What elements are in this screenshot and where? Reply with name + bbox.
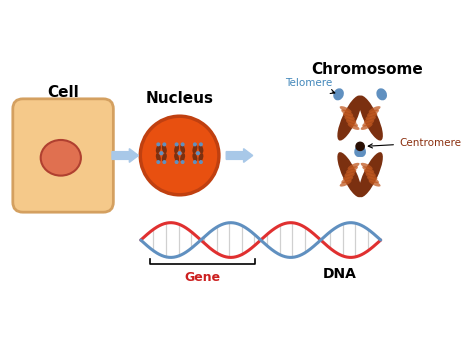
- Text: Chromosome: Chromosome: [311, 62, 423, 77]
- Ellipse shape: [367, 176, 379, 183]
- Text: Nucleus: Nucleus: [146, 91, 214, 106]
- Ellipse shape: [346, 120, 358, 127]
- FancyArrow shape: [226, 149, 253, 162]
- Ellipse shape: [346, 166, 358, 173]
- Text: Cell: Cell: [47, 85, 79, 100]
- Ellipse shape: [347, 163, 360, 169]
- Ellipse shape: [361, 163, 373, 169]
- Ellipse shape: [362, 166, 374, 173]
- Ellipse shape: [341, 176, 353, 183]
- Ellipse shape: [369, 180, 381, 187]
- Ellipse shape: [365, 113, 377, 120]
- Circle shape: [200, 143, 202, 146]
- Ellipse shape: [347, 123, 360, 130]
- Circle shape: [163, 161, 165, 163]
- Ellipse shape: [358, 152, 383, 197]
- Circle shape: [193, 143, 196, 146]
- Ellipse shape: [361, 123, 373, 130]
- Ellipse shape: [174, 153, 179, 162]
- Ellipse shape: [356, 145, 366, 157]
- Ellipse shape: [199, 153, 203, 162]
- Ellipse shape: [365, 173, 377, 180]
- Ellipse shape: [174, 145, 179, 153]
- Ellipse shape: [354, 145, 365, 157]
- Ellipse shape: [340, 106, 352, 113]
- Ellipse shape: [364, 116, 376, 123]
- Circle shape: [178, 152, 181, 155]
- Ellipse shape: [162, 145, 167, 153]
- Ellipse shape: [369, 106, 381, 113]
- Ellipse shape: [192, 145, 197, 153]
- Ellipse shape: [376, 88, 387, 100]
- Ellipse shape: [180, 145, 185, 153]
- Ellipse shape: [343, 173, 355, 180]
- Ellipse shape: [340, 180, 352, 187]
- Ellipse shape: [337, 152, 362, 197]
- FancyBboxPatch shape: [13, 99, 113, 212]
- Circle shape: [193, 161, 196, 163]
- Ellipse shape: [364, 169, 376, 176]
- Ellipse shape: [345, 169, 356, 176]
- Ellipse shape: [358, 95, 383, 141]
- Text: Telomere: Telomere: [285, 78, 335, 94]
- Ellipse shape: [341, 109, 353, 116]
- Ellipse shape: [367, 109, 379, 116]
- Circle shape: [356, 142, 364, 151]
- Text: Gene: Gene: [184, 271, 220, 284]
- Ellipse shape: [337, 95, 362, 141]
- Ellipse shape: [156, 153, 161, 162]
- Circle shape: [163, 143, 165, 146]
- Ellipse shape: [362, 120, 374, 127]
- Ellipse shape: [156, 145, 161, 153]
- Circle shape: [182, 161, 184, 163]
- Ellipse shape: [180, 153, 185, 162]
- Text: Centromere: Centromere: [368, 138, 461, 148]
- Circle shape: [182, 143, 184, 146]
- Circle shape: [157, 161, 160, 163]
- Circle shape: [175, 143, 178, 146]
- Ellipse shape: [41, 140, 81, 176]
- Text: DNA: DNA: [323, 268, 356, 282]
- Circle shape: [200, 161, 202, 163]
- Circle shape: [160, 152, 163, 155]
- Circle shape: [157, 143, 160, 146]
- Ellipse shape: [199, 145, 203, 153]
- Ellipse shape: [192, 153, 197, 162]
- Circle shape: [175, 161, 178, 163]
- Ellipse shape: [140, 116, 219, 195]
- Ellipse shape: [333, 88, 344, 100]
- Circle shape: [197, 152, 199, 155]
- Ellipse shape: [345, 116, 356, 123]
- Ellipse shape: [343, 113, 355, 120]
- FancyArrow shape: [112, 149, 138, 162]
- Ellipse shape: [162, 153, 167, 162]
